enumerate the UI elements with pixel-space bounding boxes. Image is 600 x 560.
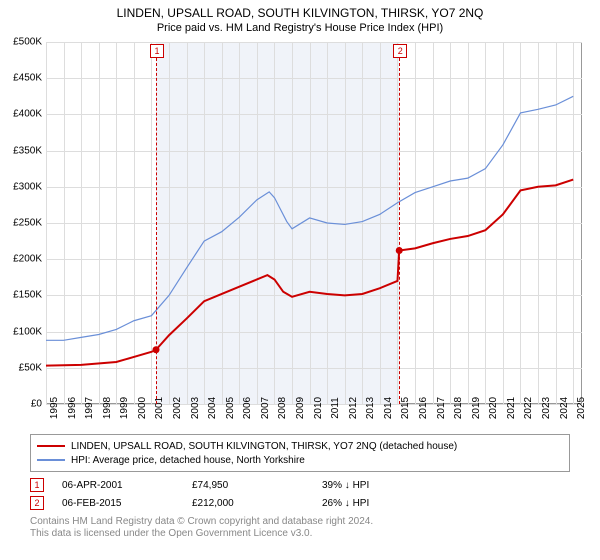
marker-line bbox=[156, 58, 157, 404]
legend-item: LINDEN, UPSALL ROAD, SOUTH KILVINGTON, T… bbox=[37, 439, 563, 453]
x-axis-label: 2024 bbox=[559, 397, 570, 419]
x-axis-label: 1997 bbox=[84, 397, 95, 419]
sale-marker-box: 2 bbox=[30, 496, 44, 510]
marker-box: 1 bbox=[150, 44, 164, 58]
y-axis-label: £500K bbox=[13, 37, 42, 48]
legend-item: HPI: Average price, detached house, Nort… bbox=[37, 453, 563, 467]
legend-swatch bbox=[37, 459, 65, 460]
y-axis-label: £150K bbox=[13, 290, 42, 301]
x-axis-label: 2019 bbox=[471, 397, 482, 419]
x-axis-label: 2011 bbox=[330, 397, 341, 419]
x-axis-label: 2010 bbox=[313, 397, 324, 419]
chart-container: LINDEN, UPSALL ROAD, SOUTH KILVINGTON, T… bbox=[0, 0, 600, 560]
x-axis-label: 2004 bbox=[207, 397, 218, 419]
chart-subtitle: Price paid vs. HM Land Registry's House … bbox=[0, 20, 600, 38]
x-axis-label: 1996 bbox=[67, 397, 78, 419]
y-axis-label: £200K bbox=[13, 254, 42, 265]
sale-delta: 26% ↓ HPI bbox=[322, 498, 452, 509]
footer-attribution: Contains HM Land Registry data © Crown c… bbox=[30, 516, 373, 540]
x-axis-label: 2018 bbox=[453, 397, 464, 419]
y-axis-label: £350K bbox=[13, 145, 42, 156]
x-axis-label: 1998 bbox=[102, 397, 113, 419]
x-axis-label: 2009 bbox=[295, 397, 306, 419]
sale-price: £212,000 bbox=[192, 498, 322, 509]
sale-date: 06-FEB-2015 bbox=[62, 498, 192, 509]
x-axis-label: 2020 bbox=[488, 397, 499, 419]
y-axis-label: £0 bbox=[31, 399, 42, 410]
x-axis-label: 2015 bbox=[400, 397, 411, 419]
x-axis-label: 2005 bbox=[225, 397, 236, 419]
series-property bbox=[46, 180, 573, 366]
x-axis-label: 2006 bbox=[242, 397, 253, 419]
sale-marker-box: 1 bbox=[30, 478, 44, 492]
y-axis-label: £50K bbox=[19, 362, 42, 373]
x-axis-label: 2003 bbox=[190, 397, 201, 419]
x-axis-label: 2013 bbox=[365, 397, 376, 419]
x-axis-label: 2025 bbox=[576, 397, 587, 419]
x-axis-label: 2017 bbox=[436, 397, 447, 419]
y-axis-label: £100K bbox=[13, 326, 42, 337]
legend: LINDEN, UPSALL ROAD, SOUTH KILVINGTON, T… bbox=[30, 434, 570, 472]
marker-box: 2 bbox=[393, 44, 407, 58]
legend-label: LINDEN, UPSALL ROAD, SOUTH KILVINGTON, T… bbox=[71, 441, 457, 452]
y-axis-label: £450K bbox=[13, 73, 42, 84]
y-axis-label: £400K bbox=[13, 109, 42, 120]
x-axis-label: 2022 bbox=[523, 397, 534, 419]
x-axis-label: 1995 bbox=[49, 397, 60, 419]
footer-line-1: Contains HM Land Registry data © Crown c… bbox=[30, 516, 373, 528]
legend-swatch bbox=[37, 445, 65, 447]
sales-row: 1 06-APR-2001£74,95039% ↓ HPI bbox=[30, 476, 570, 494]
x-axis-label: 2008 bbox=[277, 397, 288, 419]
sale-price: £74,950 bbox=[192, 480, 322, 491]
sale-date: 06-APR-2001 bbox=[62, 480, 192, 491]
legend-label: HPI: Average price, detached house, Nort… bbox=[71, 455, 305, 466]
x-axis-label: 2021 bbox=[506, 397, 517, 419]
x-axis-label: 2012 bbox=[348, 397, 359, 419]
x-axis-label: 2014 bbox=[383, 397, 394, 419]
series-hpi bbox=[46, 96, 573, 340]
y-axis-label: £300K bbox=[13, 181, 42, 192]
footer-line-2: This data is licensed under the Open Gov… bbox=[30, 528, 373, 540]
series-svg bbox=[46, 42, 582, 404]
x-axis-label: 2016 bbox=[418, 397, 429, 419]
marker-line bbox=[399, 58, 400, 404]
sale-delta: 39% ↓ HPI bbox=[322, 480, 452, 491]
chart-title: LINDEN, UPSALL ROAD, SOUTH KILVINGTON, T… bbox=[0, 0, 600, 20]
y-axis-label: £250K bbox=[13, 218, 42, 229]
plot-area: £0£50K£100K£150K£200K£250K£300K£350K£400… bbox=[46, 42, 582, 404]
sales-table: 1 06-APR-2001£74,95039% ↓ HPI 2 06-FEB-2015… bbox=[30, 476, 570, 512]
sales-row: 2 06-FEB-2015£212,00026% ↓ HPI bbox=[30, 494, 570, 512]
x-axis-label: 2002 bbox=[172, 397, 183, 419]
x-axis-label: 2007 bbox=[260, 397, 271, 419]
x-axis-label: 1999 bbox=[119, 397, 130, 419]
x-axis-label: 2023 bbox=[541, 397, 552, 419]
x-axis-label: 2000 bbox=[137, 397, 148, 419]
